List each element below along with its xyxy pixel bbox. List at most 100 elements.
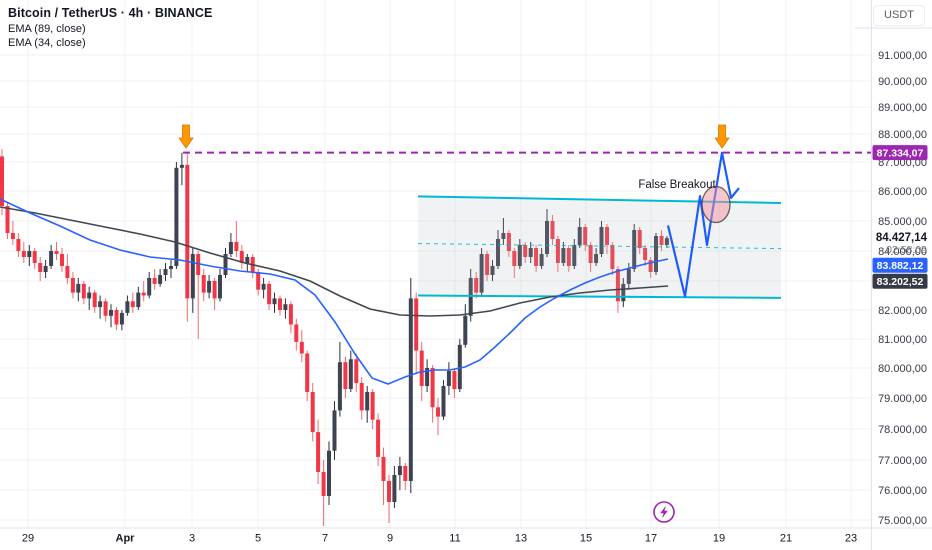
ema34-line[interactable] xyxy=(0,198,669,385)
candle-body xyxy=(103,301,108,316)
candle-body xyxy=(485,254,490,275)
candle-body xyxy=(414,298,419,351)
price-badge-label: 83.202,52 xyxy=(877,276,924,288)
candle-body xyxy=(430,368,435,408)
candle-body xyxy=(588,245,593,263)
candle-body xyxy=(512,251,517,266)
currency-toggle-button[interactable]: USDT xyxy=(873,5,925,26)
candle-body xyxy=(10,233,15,239)
candle-body xyxy=(212,281,217,299)
candle-body xyxy=(119,312,124,325)
candle-body xyxy=(327,450,331,496)
candle-body xyxy=(54,251,59,254)
candle-body xyxy=(76,283,81,293)
price-tick-label: 89.000,00 xyxy=(878,102,927,114)
candle-body xyxy=(348,359,353,389)
candle-body xyxy=(583,227,588,245)
candle-body xyxy=(610,245,615,269)
candle-body xyxy=(397,466,402,475)
candle-body xyxy=(152,278,157,284)
down-arrow-icon[interactable] xyxy=(714,124,730,149)
candle-body xyxy=(632,230,637,269)
candle-body xyxy=(49,251,54,266)
candle-body xyxy=(283,304,288,310)
candle-body xyxy=(169,266,173,269)
price-badge xyxy=(872,257,928,273)
candle-body xyxy=(87,292,92,299)
candle-body xyxy=(27,251,32,257)
candle-body xyxy=(316,432,321,472)
candle-body xyxy=(654,236,658,272)
channel-fill xyxy=(418,196,781,298)
candle-body xyxy=(125,301,130,313)
candle-body xyxy=(261,283,266,290)
price-axis[interactable]: 91.000,0090.000,0089.000,0088.000,0087.0… xyxy=(872,50,928,527)
ema89-line[interactable] xyxy=(0,206,669,317)
candle-body xyxy=(419,350,424,386)
down-arrow-icon[interactable] xyxy=(178,124,194,149)
time-tick-label: 7 xyxy=(322,533,328,545)
candle-body xyxy=(539,254,544,266)
price-tick-label: 85.000,00 xyxy=(878,216,927,228)
candle-body xyxy=(517,245,522,266)
candle-body xyxy=(534,248,539,266)
price-tick-label: 86.000,00 xyxy=(878,186,927,198)
candle-body xyxy=(643,248,648,260)
projection-zigzag-drawing[interactable] xyxy=(666,151,740,298)
candle-body xyxy=(43,266,48,272)
candle-body xyxy=(523,245,528,257)
candle-body xyxy=(376,419,381,457)
candle-body xyxy=(550,221,555,239)
candle-body xyxy=(207,281,212,293)
candle-body xyxy=(38,263,43,272)
candle-body xyxy=(81,283,86,299)
candle-body xyxy=(343,362,348,389)
candle-body xyxy=(294,324,299,342)
lightning-event-icon[interactable] xyxy=(653,501,675,523)
candle-body xyxy=(506,233,511,251)
candle-body xyxy=(272,298,277,305)
candle-body xyxy=(185,164,190,299)
indicator-ema89-label[interactable]: EMA (89, close) xyxy=(8,22,86,35)
candle-body xyxy=(310,392,315,433)
candle-body xyxy=(256,272,261,290)
time-tick-label: 29 xyxy=(22,533,34,545)
current-price-label: 84.427,14 xyxy=(876,232,928,244)
candle-body xyxy=(239,251,244,263)
parallel-channel-drawing[interactable] xyxy=(417,195,782,299)
candle-body xyxy=(21,251,26,257)
candle-body xyxy=(60,254,64,266)
candle-body xyxy=(136,292,141,308)
candle-body xyxy=(370,392,375,420)
chart-legend: Bitcoin / TetherUS · 4h · BINANCE EMA (8… xyxy=(8,6,212,49)
candle-body xyxy=(566,248,571,266)
false-breakout-label[interactable]: False Breakout xyxy=(638,179,716,191)
time-tick-label: Apr xyxy=(116,533,136,545)
time-tick-label: 21 xyxy=(780,533,792,545)
candle-body xyxy=(267,283,272,305)
candle-body xyxy=(92,292,97,308)
price-badge-label: 83.882,12 xyxy=(877,260,924,272)
candle-body xyxy=(109,310,113,316)
candle-body xyxy=(605,227,609,245)
candle-body xyxy=(5,206,10,233)
price-tick-label: 79.000,00 xyxy=(878,393,927,405)
candle-body xyxy=(70,278,75,293)
time-axis[interactable]: 29 Apr 3 5 7 9 11 13 15 17 19 21 23 xyxy=(22,533,857,545)
candle-body xyxy=(528,248,533,257)
time-tick-label: 19 xyxy=(713,533,725,545)
symbol-title[interactable]: Bitcoin / TetherUS · 4h · BINANCE xyxy=(8,6,213,20)
indicator-ema34-label[interactable]: EMA (34, close) xyxy=(8,37,86,49)
price-tick-label: 82.000,00 xyxy=(878,305,927,317)
candle-body xyxy=(436,407,440,417)
bar-countdown-label: 02:58:09 xyxy=(886,244,927,256)
time-tick-label: 17 xyxy=(645,533,657,545)
false-breakout-ellipse[interactable] xyxy=(701,185,731,224)
candle-body xyxy=(545,221,549,254)
candle-body xyxy=(479,254,484,293)
candle-body xyxy=(174,167,179,266)
price-tick-label: 90.000,00 xyxy=(878,76,927,88)
price-badge xyxy=(872,145,928,161)
